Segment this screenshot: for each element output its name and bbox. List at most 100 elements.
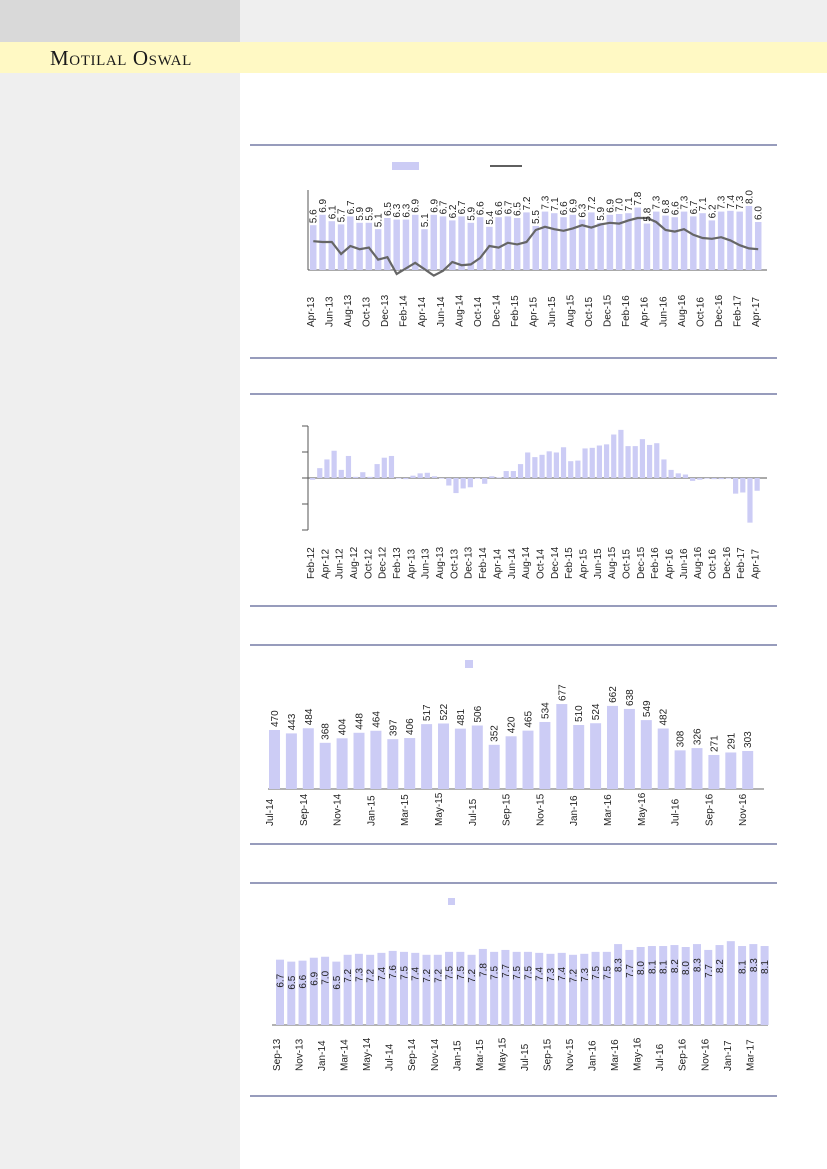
chart-1-data-label: 7.1	[550, 197, 561, 211]
chart-1-data-label: 5.1	[420, 213, 431, 227]
x-tick-label: Feb-14	[478, 547, 489, 579]
chart-4-bar	[681, 947, 690, 1025]
chart-1-data-label: 7.1	[698, 197, 709, 211]
x-tick-label: Jan-17	[723, 1040, 734, 1071]
x-tick-label: Aug-16	[693, 546, 704, 579]
chart-4-bar	[422, 954, 431, 1025]
chart-1-data-label: 5.9	[355, 206, 366, 220]
chart-3-data-label: 443	[287, 713, 298, 730]
x-tick-label: Sep-16	[678, 1038, 689, 1071]
chart-1-data-label: 6.8	[661, 199, 672, 213]
chart-2-bar	[668, 469, 674, 478]
chart-1-bar	[402, 219, 410, 270]
x-tick-label: Oct-15	[584, 297, 595, 327]
chart-3-bar	[640, 720, 652, 789]
chart-4-bar	[490, 951, 499, 1025]
chart-2-bar	[546, 451, 552, 478]
chart-4-bar	[467, 954, 476, 1025]
chart-1-data-label: 7.4	[726, 194, 737, 208]
x-tick-label: Apr-12	[320, 549, 331, 579]
chart-3-bar	[285, 733, 297, 789]
header-light-band	[240, 0, 827, 42]
chart-3-data-label: 448	[355, 713, 366, 730]
chart-4-data-label: 7.2	[366, 968, 377, 982]
chart-1-data-label: 7.1	[624, 197, 635, 211]
chart-3-data-label: 326	[693, 728, 704, 745]
x-tick-label: Feb-13	[392, 547, 403, 579]
chart-1-bar	[365, 222, 373, 270]
chart-3-bar	[421, 724, 433, 789]
chart-4-bar	[580, 953, 589, 1025]
chart-3-data-label: 522	[439, 703, 450, 720]
chart-3-bar	[336, 738, 348, 789]
chart-1-data-label: 6.6	[476, 201, 487, 215]
chart-2-bar	[396, 478, 402, 479]
chart-3-data-label: 470	[270, 710, 281, 727]
chart-1-data-label: 6.9	[318, 198, 329, 212]
chart-4-bar	[738, 946, 747, 1025]
chart-2-bar	[317, 468, 323, 478]
chart-4-data-label: 7.8	[478, 963, 489, 977]
chart-1-data-label: 5.8	[642, 207, 653, 221]
chart-2-bar	[654, 443, 660, 478]
x-tick-label: Jun-14	[436, 296, 447, 327]
chart-4-data-label: 7.3	[580, 967, 591, 981]
chart-4-data-label: 7.2	[433, 968, 444, 982]
chart-1-data-label: 6.7	[503, 200, 514, 214]
chart-1-data-label: 7.8	[633, 191, 644, 205]
chart-3-data-label: 534	[540, 702, 551, 719]
brand-name: Motilal Oswal	[50, 46, 192, 70]
x-tick-label: Aug-13	[435, 546, 446, 579]
chart-2-bar	[460, 478, 466, 489]
chart-4-bar	[366, 954, 375, 1025]
chart-2-bar	[525, 452, 531, 478]
x-tick-label: Jan-16	[588, 1040, 599, 1071]
x-tick-label: Oct-15	[621, 549, 632, 579]
x-tick-label: Sep-15	[502, 793, 513, 826]
header-gray-block	[0, 0, 240, 42]
x-tick-label: Jan-15	[452, 1040, 463, 1071]
chart-1-bar	[430, 214, 438, 270]
chart-2-bar	[611, 434, 617, 478]
x-tick-label: Mar-16	[610, 1039, 621, 1071]
x-tick-label: Jul-15	[520, 1043, 531, 1071]
chart-4-data-label: 6.5	[332, 975, 343, 989]
chart-3-data-label: 291	[726, 732, 737, 749]
x-tick-label: Jan-16	[569, 795, 580, 826]
x-tick-label: Mar-16	[603, 794, 614, 826]
chart-1-data-label: 6.6	[559, 201, 570, 215]
chart-3-bar	[404, 738, 416, 789]
chart-1-bar	[384, 218, 391, 270]
chart-2-bar	[496, 477, 502, 479]
chart-4-bar	[332, 961, 341, 1025]
chart-1-bar	[421, 229, 428, 270]
chart-3-bar	[708, 754, 720, 789]
chart-4-data-label: 8.2	[715, 959, 726, 973]
x-tick-label: Jun-13	[325, 296, 336, 327]
x-tick-label: May-16	[637, 792, 648, 826]
chart-1-bar	[745, 206, 753, 270]
chart-4-data-label: 7.7	[704, 964, 715, 978]
chart-4-bar	[726, 941, 735, 1025]
chart-4-bar	[569, 954, 578, 1025]
chart-1-data-label: 7.0	[615, 198, 626, 212]
chart-1-bar	[411, 214, 419, 270]
chart-3-data-label: 308	[676, 730, 687, 747]
chart-1-data-label: 6.9	[568, 198, 579, 212]
chart-2-bar	[632, 446, 638, 478]
x-tick-label: Dec-15	[603, 294, 614, 327]
chart-2-bar	[367, 476, 373, 478]
chart-4-bar	[704, 949, 713, 1025]
chart-1-bar	[680, 211, 688, 270]
chart-2-bar	[682, 474, 689, 478]
x-tick-label: Nov-15	[565, 1038, 576, 1071]
chart-2-bar	[439, 478, 445, 479]
chart-3-bar	[590, 723, 602, 789]
chart-1-data-label: 5.4	[485, 210, 496, 224]
x-tick-label: Dec-16	[714, 294, 725, 327]
x-tick-label: Dec-14	[550, 546, 561, 579]
chart-2-bar	[431, 476, 438, 478]
chart-4-data-label: 6.6	[298, 974, 309, 988]
chart-3-bar	[353, 732, 365, 789]
chart-4-bar	[692, 944, 701, 1025]
